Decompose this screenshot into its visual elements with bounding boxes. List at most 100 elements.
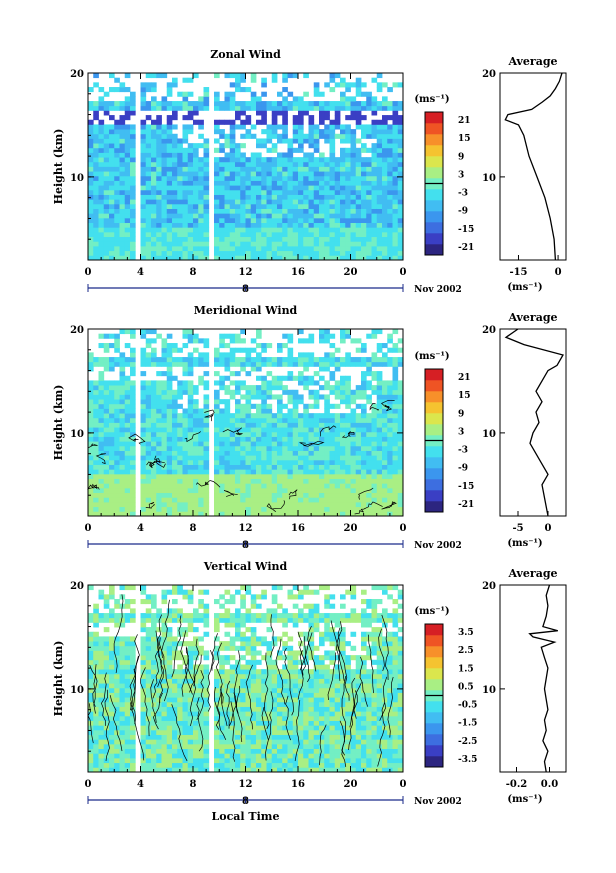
heatmap-cell [214, 357, 220, 363]
heatmap-cell [98, 659, 105, 665]
heatmap-cell [182, 678, 189, 684]
heatmap-cell [235, 487, 241, 494]
heatmap-cell [250, 180, 257, 186]
heatmap-cell [376, 161, 383, 167]
heatmap-cell [145, 464, 152, 470]
x-tick-label: 20 [344, 523, 358, 534]
heatmap-cell [187, 659, 194, 665]
heatmap-cell [187, 129, 194, 135]
heatmap-cell [109, 734, 115, 740]
heatmap-cell [298, 455, 304, 461]
heatmap-cell [329, 459, 336, 465]
heatmap-cell [161, 403, 168, 409]
heatmap-cell [182, 217, 189, 224]
heatmap-cell [161, 627, 168, 633]
heatmap-cell [103, 478, 110, 484]
heatmap-cell [198, 711, 204, 717]
heatmap-cell [161, 166, 168, 172]
heatmap-cell [329, 194, 336, 200]
heatmap-cell [355, 157, 362, 163]
heatmap-cell [151, 157, 157, 163]
heatmap-cell [198, 431, 204, 437]
heatmap-cell [214, 483, 220, 489]
heatmap-cell [282, 87, 288, 93]
heatmap-cell [151, 441, 157, 447]
heatmap-cell [219, 171, 225, 177]
heatmap-cell [198, 194, 204, 200]
heatmap-cell [119, 227, 126, 233]
heatmap-cell [98, 394, 105, 400]
heatmap-cell [219, 613, 225, 619]
heatmap-cell [235, 208, 241, 214]
heatmap-cell [114, 394, 120, 400]
heatmap-cell [308, 203, 315, 209]
heatmap-cell [340, 185, 346, 191]
heatmap-cell [88, 152, 94, 158]
colorbar-segment [425, 112, 443, 124]
heatmap-cell [292, 157, 299, 163]
heatmap-cell [397, 399, 404, 405]
heatmap-cell [308, 138, 315, 144]
heatmap-cell [277, 506, 283, 512]
heatmap-cell [245, 389, 252, 395]
heatmap-cell [292, 459, 299, 465]
heatmap-cell [235, 673, 241, 679]
heatmap-cell [387, 161, 393, 167]
heatmap-cell [161, 96, 168, 102]
heatmap-cell [198, 701, 204, 707]
heatmap-cell [235, 250, 241, 256]
heatmap-cell [345, 450, 351, 456]
heatmap-cell [98, 613, 105, 619]
heatmap-cell [103, 483, 110, 489]
heatmap-cell [93, 129, 99, 135]
heatmap-cell [334, 166, 341, 172]
heatmap-cell [229, 96, 236, 102]
heatmap-cell [298, 171, 304, 177]
heatmap-cell [156, 152, 162, 158]
heatmap-cell [151, 617, 157, 623]
heatmap-cell [345, 236, 351, 242]
heatmap-cell [140, 175, 147, 181]
heatmap-cell [140, 748, 147, 754]
heatmap-cell [392, 189, 399, 195]
heatmap-cell [151, 659, 157, 665]
heatmap-cell [329, 506, 336, 512]
heatmap-cell [261, 203, 267, 209]
heatmap-cell [140, 492, 147, 498]
heatmap-cell [182, 194, 189, 200]
heatmap-cell [161, 631, 168, 637]
heatmap-cell [98, 725, 105, 731]
heatmap-cell [114, 692, 120, 698]
heatmap-cell [397, 455, 404, 461]
heatmap-cell [93, 73, 99, 79]
heatmap-cell [240, 222, 246, 228]
heatmap-cell [203, 487, 210, 494]
heatmap-cell [119, 87, 126, 93]
heatmap-cell [203, 413, 210, 419]
heatmap-cell [193, 194, 199, 200]
heatmap-cell [271, 213, 278, 219]
heatmap-cell [88, 683, 94, 689]
heatmap-cell [366, 203, 372, 209]
heatmap-cell [198, 645, 204, 651]
heatmap-cell [177, 403, 183, 409]
colorbar-unit: (ms⁻¹) [414, 94, 449, 105]
heatmap-cell [193, 427, 199, 433]
heatmap-cell [256, 427, 262, 433]
heatmap-cell [172, 492, 178, 498]
heatmap-cell [329, 478, 336, 484]
heatmap-cell [224, 464, 231, 470]
heatmap-cell [172, 608, 178, 614]
heatmap-cell [361, 166, 367, 172]
heatmap-cell [172, 403, 178, 409]
heatmap-cell [214, 189, 220, 195]
heatmap-cell [313, 208, 320, 214]
heatmap-cell [224, 119, 231, 125]
heatmap-cell [245, 203, 252, 209]
heatmap-cell [182, 720, 189, 726]
heatmap-cell [119, 245, 126, 252]
profile-unit: (ms⁻¹) [507, 282, 542, 293]
heatmap-cell [319, 208, 325, 214]
heatmap-cell [250, 497, 257, 503]
heatmap-cell [177, 203, 183, 209]
